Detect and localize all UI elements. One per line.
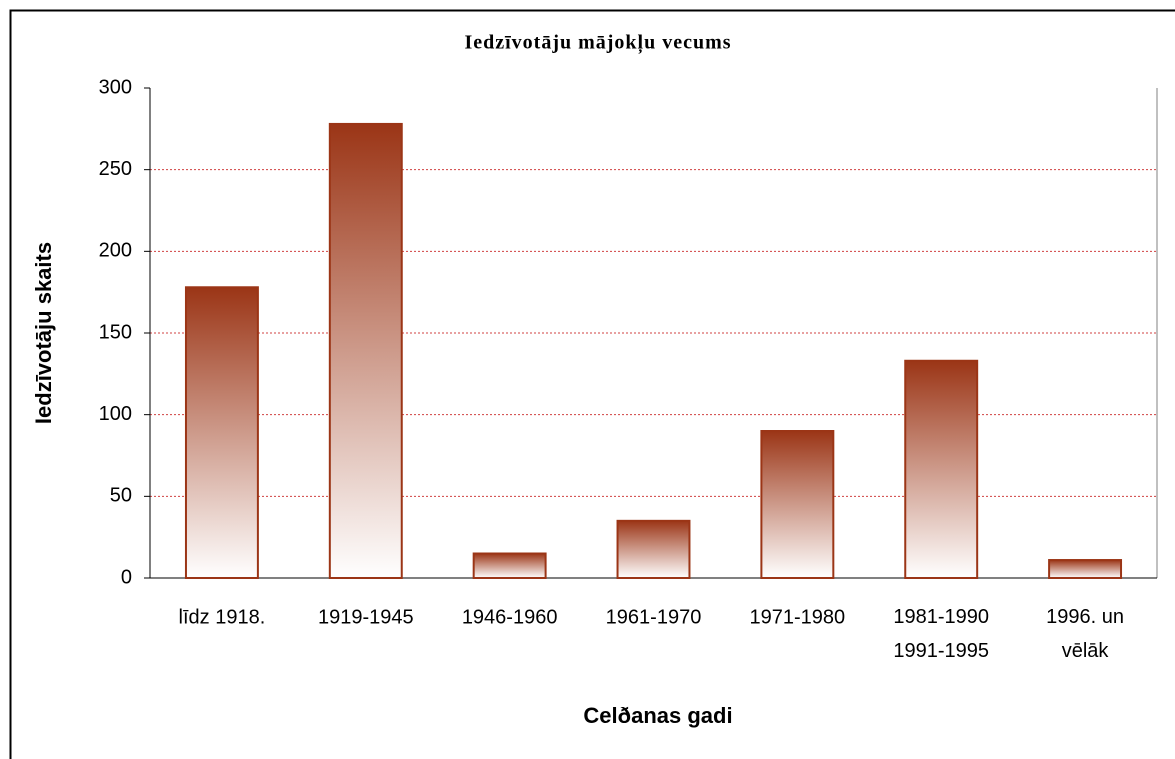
bar: [616, 519, 691, 579]
x-tick-label: 1981-1990 1991-1995: [893, 606, 989, 662]
x-tick-label: 1961-1970: [606, 606, 702, 628]
y-tick-label: 150: [99, 321, 132, 343]
x-tick-label: 1996. un vēlāk: [1046, 606, 1124, 662]
y-tick-label: 0: [121, 566, 132, 588]
bar: [1048, 559, 1123, 579]
y-tick-label: 200: [99, 240, 132, 262]
y-tick-label: 300: [99, 76, 132, 98]
bar: [472, 552, 547, 579]
x-tick-label: 1919-1945: [318, 606, 414, 628]
y-axis-title: Iedzīvotāju skaits: [31, 242, 56, 424]
chart-frame: [9, 9, 1175, 759]
x-tick-label: līdz 1918.: [179, 606, 266, 628]
x-tick-label: 1946-1960: [462, 606, 558, 628]
bar: [760, 430, 835, 579]
y-tick-label: 250: [99, 158, 132, 180]
y-tick-label: 50: [110, 485, 132, 507]
bar: [904, 359, 979, 579]
x-tick-label: 1971-1980: [750, 606, 846, 628]
x-axis-title: Celðanas gadi: [583, 703, 732, 728]
bar: [328, 122, 403, 580]
bar: [184, 286, 259, 579]
y-tick-label: 100: [99, 403, 132, 425]
chart-title: Iedzīvotāju mājokļu vecums: [464, 32, 731, 55]
